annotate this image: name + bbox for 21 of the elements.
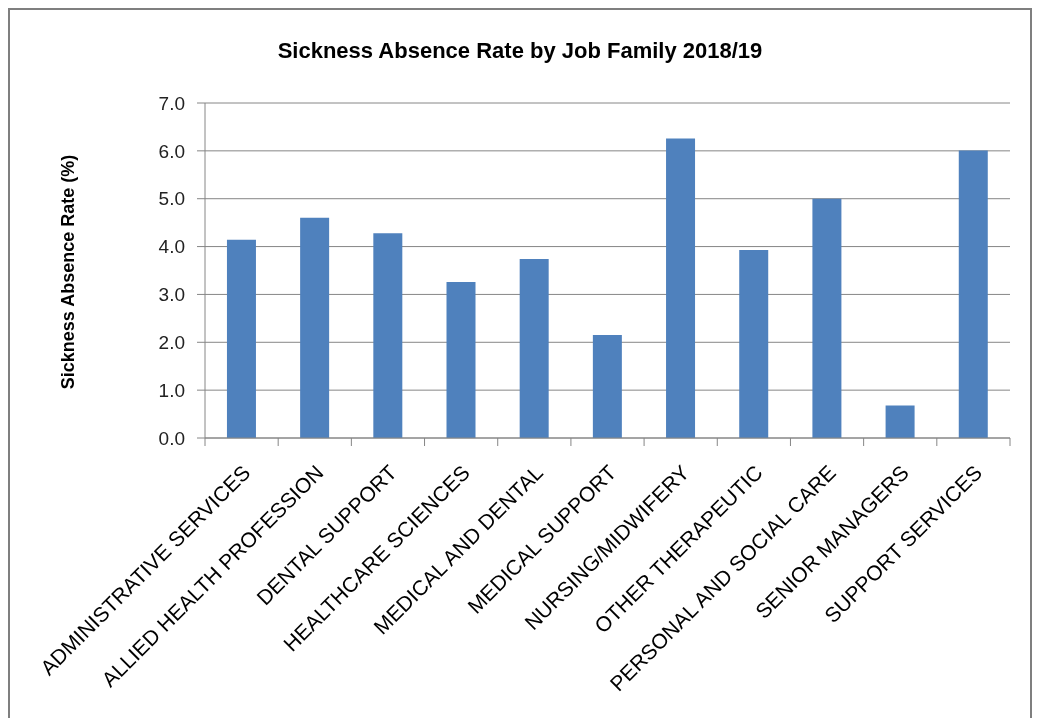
bar [373, 233, 403, 438]
bar [446, 281, 476, 438]
bar [739, 249, 769, 438]
y-tick-label: 0.0 [158, 427, 185, 449]
chart-title: Sickness Absence Rate by Job Family 2018/19 [276, 38, 764, 64]
bar [592, 335, 622, 438]
bar [812, 198, 842, 438]
bar [885, 405, 915, 438]
bar [226, 239, 256, 438]
y-tick-label: 7.0 [158, 92, 185, 114]
y-tick-label: 4.0 [158, 236, 185, 258]
bar [300, 217, 330, 438]
y-tick-label: 5.0 [158, 188, 185, 210]
y-tick-label: 6.0 [158, 140, 185, 162]
y-axis-title: Sickness Absence Rate (%) [57, 154, 79, 390]
bar [666, 138, 696, 438]
bar [519, 259, 549, 438]
y-tick-label: 3.0 [158, 284, 185, 306]
y-tick-label: 1.0 [158, 379, 185, 401]
y-tick-label: 2.0 [158, 331, 185, 353]
bar [958, 150, 988, 438]
